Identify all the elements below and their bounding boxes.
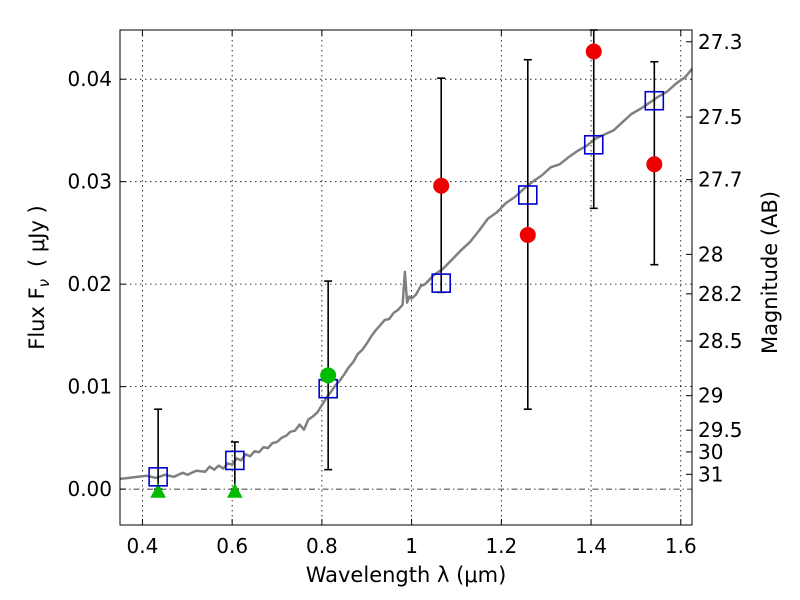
tick-layer: 0.4 0.6 0.8 1 1.2 1.4 1.6 0.00 0.01 0.02 0.03 0.04 2… <box>67 30 742 558</box>
y-tick-label: 0.01 <box>67 375 112 399</box>
y-axis-label-unit: ( μJy ) <box>25 205 49 267</box>
mag-tick-label: 29 <box>698 384 723 408</box>
mag-tick-label: 28.2 <box>698 282 743 306</box>
observed-flux-circle <box>433 177 450 194</box>
y-tick-label: 0.02 <box>67 272 112 296</box>
observed-flux-circle <box>585 43 602 60</box>
y-axis-label-sub: ν <box>35 279 53 287</box>
model-flux-square <box>583 134 604 155</box>
y-tick-label: 0.04 <box>67 67 112 91</box>
x-tick-label: 0.8 <box>306 534 338 558</box>
observed-flux-circle <box>519 226 536 243</box>
upper-limit-triangle <box>227 483 243 498</box>
x-tick-label: 0.6 <box>216 534 248 558</box>
model-flux-square <box>644 90 665 111</box>
observed-flux-circle <box>646 156 663 173</box>
spectrum-line <box>119 68 693 481</box>
right-axis-label: Magnitude (AB) <box>758 191 782 354</box>
x-tick-label: 1.4 <box>575 534 607 558</box>
x-axis-label: Wavelength λ (μm) <box>306 563 507 587</box>
spectrum-layer <box>119 68 693 481</box>
mag-tick-label: 27.7 <box>698 168 743 192</box>
y-tick-label: 0.03 <box>67 170 112 194</box>
x-tick-label: 1.2 <box>485 534 517 558</box>
x-tick-label: 1 <box>405 534 418 558</box>
mag-tick-label: 28 <box>698 242 723 266</box>
errorbar-layer <box>154 29 659 490</box>
y-tick-label: 0.00 <box>67 477 112 501</box>
model-flux-square <box>431 273 452 293</box>
x-tick-label: 0.4 <box>127 534 159 558</box>
upper-limit-triangle <box>150 483 166 498</box>
y-axis-label: Flux Fν ( μJy ) <box>25 205 53 350</box>
mag-tick-label: 31 <box>698 462 723 486</box>
mag-tick-label: 28.5 <box>698 329 743 353</box>
x-tick-label: 1.6 <box>665 534 697 558</box>
observed-flux-circle <box>320 367 337 384</box>
mag-tick-label: 29.5 <box>698 418 743 442</box>
mag-tick-label: 27.5 <box>698 105 743 129</box>
mag-tick-label: 30 <box>698 440 723 464</box>
model-flux-square <box>225 450 245 471</box>
y-axis-label-main: Flux F <box>25 287 49 349</box>
mag-tick-label: 27.3 <box>698 30 743 54</box>
plot-frame <box>119 29 693 526</box>
marker-layer <box>148 43 665 498</box>
model-flux-square <box>518 185 538 205</box>
model-flux-square <box>148 467 168 487</box>
